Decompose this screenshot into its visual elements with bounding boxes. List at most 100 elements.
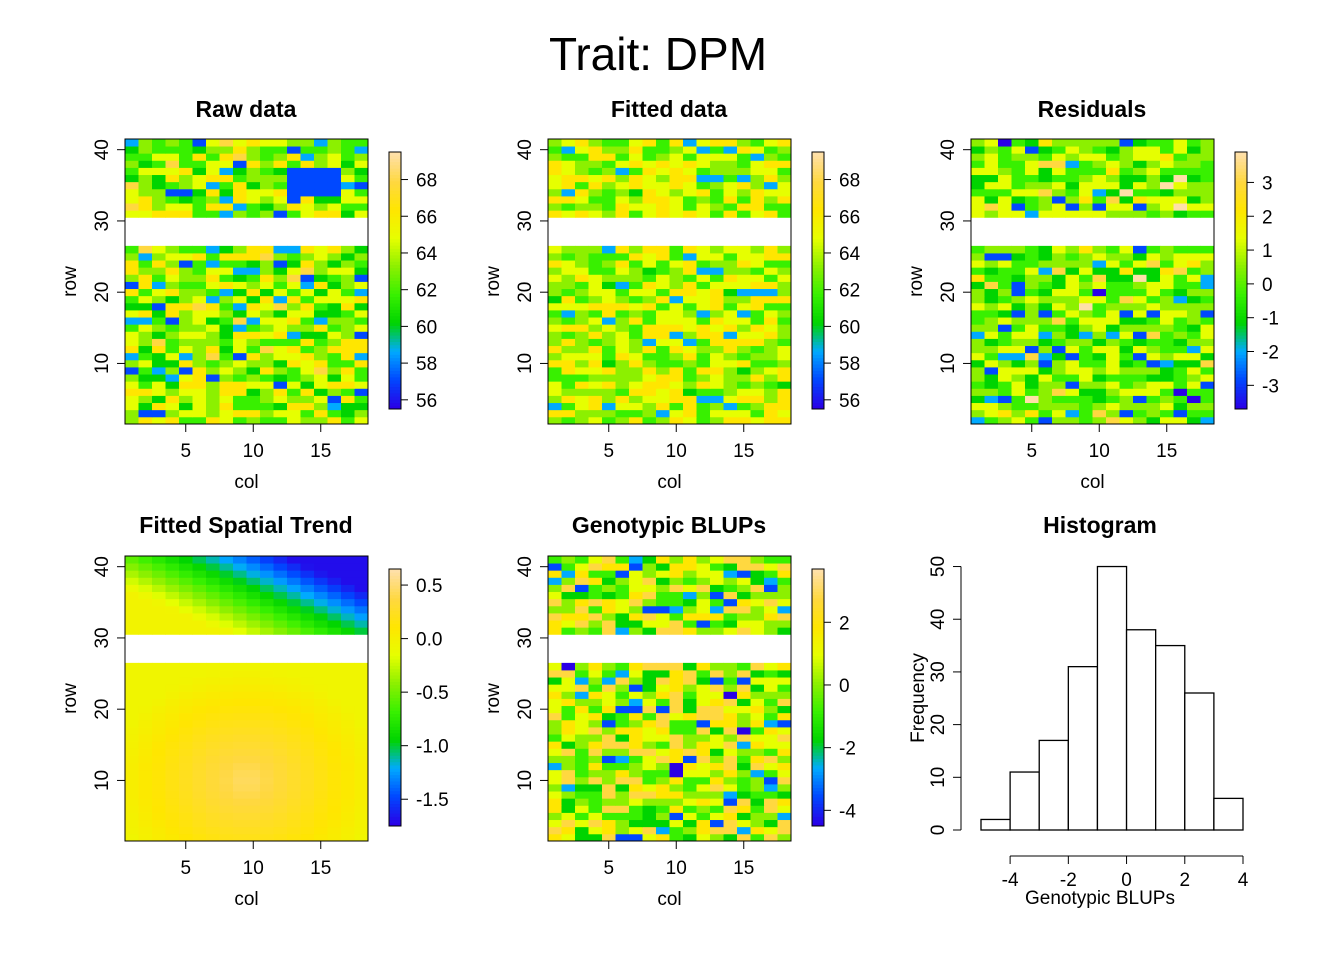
heatmap-cell [165,670,180,678]
heatmap-cell [984,139,999,147]
heatmap-cell [683,288,697,297]
heatmap-cell [1173,267,1188,275]
heatmap-cell [165,302,180,311]
heatmap-cell [1146,167,1161,176]
heatmap-cell [138,153,153,161]
colorbar-band [1235,315,1247,320]
heatmap-cell [642,196,657,204]
heatmap-cell [287,196,301,204]
heatmap-cell [192,288,207,297]
heatmap-cell [1200,203,1215,211]
heatmap-cell [696,577,711,585]
heatmap-cell [233,281,247,290]
heatmap-cell [737,698,751,707]
heatmap-cell [327,281,342,290]
heatmap-cell [696,295,711,304]
heatmap-cell [629,395,643,404]
heatmap-cell [273,570,288,578]
heatmap-cell [1187,253,1201,261]
heatmap-cell [300,395,315,404]
heatmap-cell [710,727,724,735]
heatmap-cell [206,416,220,425]
colorbar-band [812,658,824,663]
heatmap-cell [1187,388,1201,396]
colorbar-band [1235,277,1247,281]
heatmap-cell [246,769,261,778]
heatmap-cell [1092,260,1107,268]
colorbar-band [812,726,824,731]
colorbar-band [812,790,824,795]
heatmap-cell [219,288,234,297]
heatmap-cell [246,798,261,806]
heatmap-cell [602,302,616,311]
colorbar-band [389,642,401,647]
heatmap-cell [206,591,220,600]
heatmap-cell [669,324,684,332]
heatmap-cell [1173,317,1188,325]
heatmap-cell [561,188,576,197]
heatmap-cell [561,338,576,347]
heatmap-cell [138,591,153,600]
heatmap-cell [1160,367,1174,375]
heatmap-cell [192,613,207,621]
heatmap-cell [615,317,630,325]
heatmap-cell [300,274,315,282]
heatmap-cell [561,331,576,339]
heatmap-cell [273,416,288,425]
heatmap-cell [1119,196,1134,204]
heatmap-cell [1079,188,1093,197]
heatmap-cell [1106,160,1120,168]
heatmap-cell [260,167,274,176]
heatmap-cell [327,798,342,806]
colorbar-band [812,707,824,711]
heatmap-cell [300,798,315,806]
heatmap-cell [764,359,778,368]
heatmap-cell [152,776,166,785]
heatmap-cell [1200,388,1215,396]
heatmap-cell [1160,188,1174,197]
heatmap-cell [192,605,207,614]
colorbar-band [812,245,824,249]
heatmap-cell [737,274,751,282]
colorbar-tick-label: 66 [416,207,437,228]
heatmap-cell [602,712,616,721]
heatmap-cell [165,153,180,161]
heatmap-cell [1092,267,1107,275]
heatmap-cell [777,416,792,425]
heatmap-cell [327,324,342,332]
heatmap-cell [548,570,562,578]
heatmap-cell [165,819,180,828]
heatmap-cell [750,598,765,607]
heatmap-cell [737,352,751,361]
heatmap-cell [642,210,657,218]
colorbar-band [389,752,401,756]
heatmap-cell [656,833,670,842]
colorbar-band [389,392,401,397]
heatmap-cell [615,288,630,297]
heatmap-cell [233,819,247,828]
heatmap-cell [192,670,207,678]
heatmap-cell [179,627,193,635]
colorbar-band [1235,319,1247,323]
heatmap-cell [764,345,778,354]
heatmap-cell [341,160,355,168]
colorbar-band [812,588,824,592]
heatmap-cell [1133,345,1147,354]
heatmap-cell [575,684,589,692]
heatmap-cell [1133,203,1147,211]
heatmap-cell [1092,160,1107,168]
heatmap-cell [642,203,657,211]
heatmap-cell [138,833,153,842]
heatmap-cell [1079,295,1093,304]
heatmap-cell [696,402,711,411]
heatmap-cell [152,677,166,685]
heatmap-cell [1106,288,1120,297]
heatmap-cell [1173,203,1188,211]
heatmap-cell [1173,188,1188,197]
heatmap-cell [233,584,247,593]
colorbar-band [389,235,401,240]
heatmap-cell [327,345,342,354]
heatmap-cell [777,402,792,411]
heatmap-cell [750,613,765,621]
heatmap-cell [656,274,670,282]
